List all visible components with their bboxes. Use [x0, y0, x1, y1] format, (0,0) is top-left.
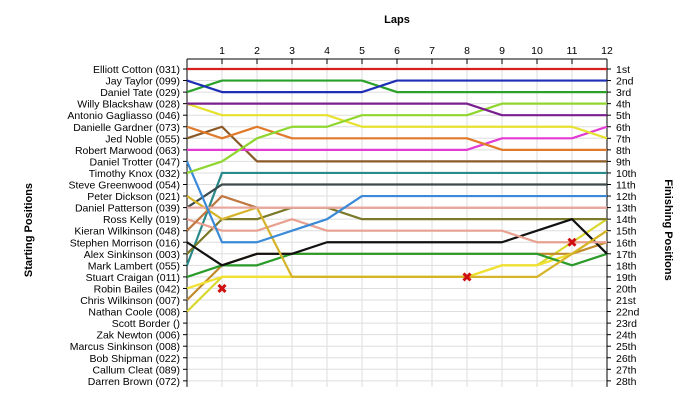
lap-tick-label: 9	[499, 45, 505, 57]
finishing-position-label: 24th	[616, 330, 637, 342]
finishing-position-label: 8th	[616, 145, 631, 157]
starting-position-label: Jay Taylor (099)	[105, 76, 180, 88]
finishing-position-label: 4th	[616, 99, 631, 111]
finishing-position-label: 14th	[616, 214, 637, 226]
finishing-position-label: 15th	[616, 226, 637, 238]
finishing-position-labels: 1st2nd3rd4th5th6th7th8th9th10th11th12th1…	[616, 64, 640, 388]
finishing-position-label: 7th	[616, 133, 631, 145]
finishing-position-label: 26th	[616, 353, 637, 365]
finishing-position-label: 25th	[616, 341, 637, 353]
starting-position-label: Zak Newton (006)	[97, 330, 180, 342]
finishing-position-label: 1st	[616, 64, 630, 76]
top-axis-title: Laps	[384, 14, 410, 26]
starting-position-label: Daniel Patterson (039)	[75, 203, 180, 215]
finishing-position-label: 5th	[616, 110, 631, 122]
finishing-position-label: 13th	[616, 203, 637, 215]
starting-position-label: Chris Wilkinson (007)	[80, 295, 180, 307]
finishing-position-label: 22nd	[616, 307, 640, 319]
starting-position-label: Daniel Trotter (047)	[90, 156, 180, 168]
starting-position-label: Jed Noble (055)	[105, 133, 180, 145]
lap-tick-label: 4	[324, 45, 330, 57]
finishing-position-label: 11th	[616, 180, 636, 192]
lap-tick-label: 3	[289, 45, 295, 57]
starting-position-label: Elliott Cotton (031)	[93, 64, 180, 76]
lap-tick-label: 12	[601, 45, 613, 57]
lap-tick-label: 1	[219, 45, 225, 57]
starting-position-label: Bob Shipman (022)	[90, 353, 180, 365]
starting-position-label: Robin Bailes (042)	[94, 283, 180, 295]
grid	[183, 59, 611, 387]
finishing-position-label: 16th	[616, 237, 637, 249]
right-axis-title: Finishing Positions	[662, 179, 674, 280]
finishing-position-label: 18th	[616, 260, 637, 272]
finishing-position-label: 12th	[616, 191, 637, 203]
finishing-position-label: 20th	[616, 283, 637, 295]
starting-position-label: Marcus Sinkinson (008)	[70, 341, 180, 353]
starting-position-label: Willy Blackshaw (028)	[77, 99, 180, 111]
starting-position-label: Scott Border ()	[112, 318, 180, 330]
finishing-position-label: 6th	[616, 122, 631, 134]
lap-tick-label: 7	[429, 45, 435, 57]
starting-position-label: Steve Greenwood (054)	[69, 180, 180, 192]
starting-position-label: Robert Marwood (063)	[75, 145, 180, 157]
left-axis-title: Starting Positions	[23, 183, 35, 277]
starting-position-label: Ross Kelly (019)	[103, 214, 180, 226]
lap-tick-label: 6	[394, 45, 400, 57]
finishing-position-label: 23rd	[616, 318, 637, 330]
starting-position-label: Kieran Wilkinson (048)	[74, 226, 180, 238]
starting-position-label: Stephen Morrison (016)	[70, 237, 180, 249]
starting-position-label: Peter Dickson (021)	[87, 191, 180, 203]
starting-position-label: Alex Sinkinson (003)	[84, 249, 180, 261]
starting-position-labels: Elliott Cotton (031)Jay Taylor (099)Dani…	[67, 64, 180, 388]
finishing-position-label: 19th	[616, 272, 637, 284]
lap-tick-labels: 1 2 3 4 5 6 7 8 9 10 11 12	[219, 45, 613, 57]
starting-position-label: Antonio Gagliasso (046)	[67, 110, 180, 122]
lap-tick-label: 2	[254, 45, 260, 57]
starting-position-label: Stuart Craigan (011)	[86, 272, 180, 284]
starting-position-label: Danielle Gardner (073)	[73, 122, 180, 134]
lap-tick-label: 8	[464, 45, 470, 57]
finishing-position-label: 27th	[616, 364, 637, 376]
starting-position-label: Nathan Coole (008)	[88, 307, 180, 319]
starting-position-label: Callum Cleat (089)	[92, 364, 180, 376]
finishing-position-label: 2nd	[616, 76, 634, 88]
lap-tick-label: 10	[531, 45, 543, 57]
starting-position-label: Mark Lambert (055)	[88, 260, 180, 272]
starting-position-label: Timothy Knox (032)	[89, 168, 180, 180]
finishing-position-label: 3rd	[616, 87, 631, 99]
starting-position-label: Darren Brown (072)	[88, 376, 180, 388]
finishing-position-label: 10th	[616, 168, 637, 180]
finishing-position-label: 21st	[616, 295, 636, 307]
lap-tick-label: 5	[359, 45, 365, 57]
finishing-position-label: 17th	[616, 249, 637, 261]
finishing-position-label: 9th	[616, 156, 631, 168]
starting-position-label: Daniel Tate (029)	[100, 87, 180, 99]
finishing-position-label: 28th	[616, 376, 637, 388]
lap-tick-label: 11	[567, 45, 578, 57]
